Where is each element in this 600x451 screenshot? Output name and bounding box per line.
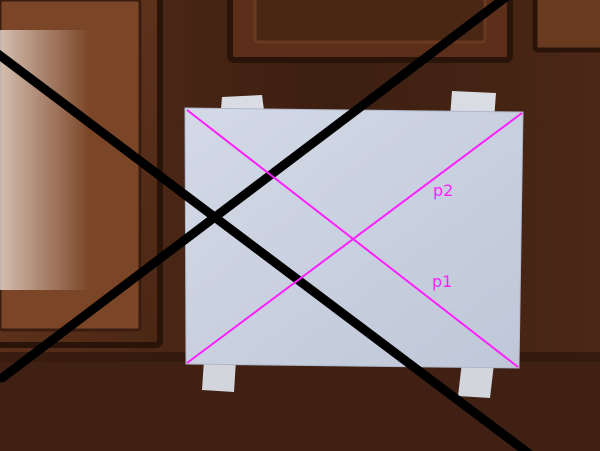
label-p1: p1 (432, 272, 452, 291)
light-glare (0, 30, 90, 290)
black-diagonal-line-2 (0, 0, 510, 383)
tape-bottom-right (458, 362, 494, 398)
cabinet-door-right-panel (532, 0, 600, 53)
tape-bottom-left (202, 360, 236, 392)
magenta-diagonal-p2 (186, 112, 523, 364)
black-diagonal-line-1 (0, 49, 533, 451)
label-p2: p2 (433, 181, 453, 200)
